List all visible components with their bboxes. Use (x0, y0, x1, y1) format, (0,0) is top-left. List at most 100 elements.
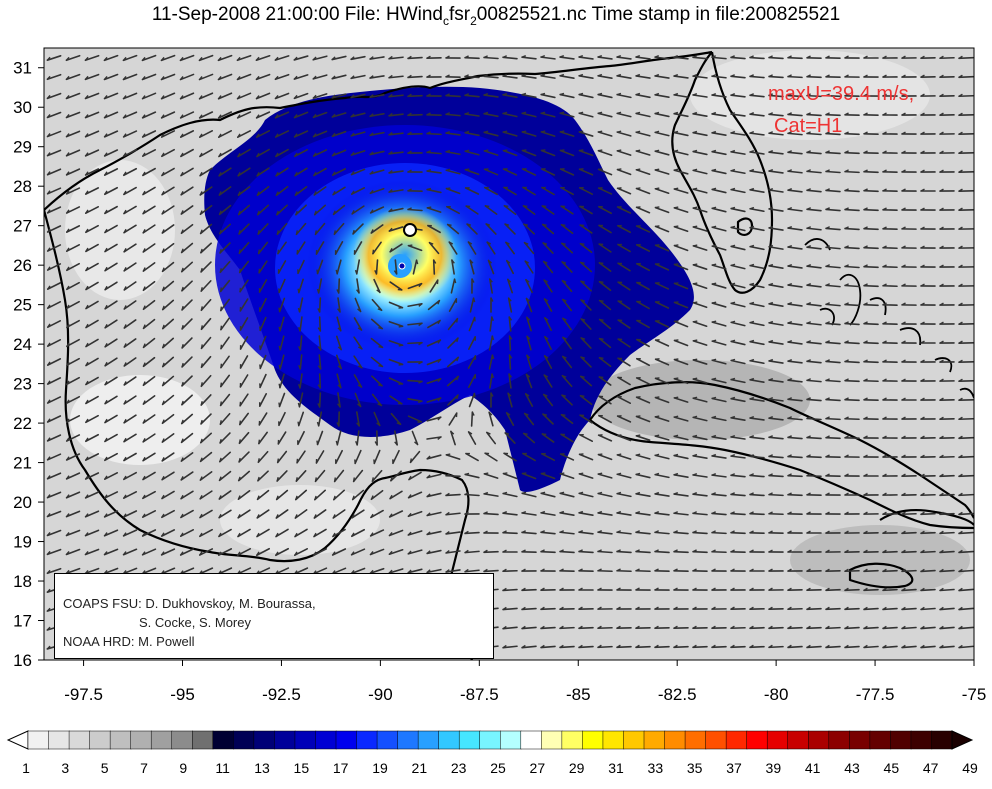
wind-arrow (617, 571, 631, 572)
wind-arrow (788, 58, 802, 59)
wind-arrow-head (674, 397, 678, 398)
wind-arrow-head (712, 207, 716, 208)
wind-arrow-head (693, 321, 697, 322)
wind-arrow (845, 210, 859, 211)
wind-arrow-head (636, 150, 640, 151)
x-axis: -97.5-95-92.5-90-87.5-85-82.5-80-77.5-75 (64, 660, 986, 704)
wind-arrow (465, 77, 479, 78)
wind-arrow-head (712, 340, 716, 341)
wind-arrow-head (636, 435, 640, 436)
wind-arrow (465, 494, 479, 495)
colorbar-label: 13 (254, 760, 270, 776)
wind-arrow (807, 399, 821, 400)
wind-arrow-head (617, 169, 621, 170)
wind-arrow-head (484, 150, 488, 151)
colorbar-segment (665, 731, 686, 749)
wind-arrow-head (693, 207, 697, 208)
wind-arrow-head (712, 226, 716, 227)
wind-arrow-head (465, 150, 469, 151)
wind-arrow-head (693, 378, 697, 379)
wind-arrow-head (279, 384, 280, 388)
y-tick-label: 27 (13, 217, 32, 236)
colorbar-segment (870, 731, 891, 749)
wind-arrow-head (581, 281, 585, 282)
wind-arrow-head (239, 439, 240, 443)
wind-arrow (674, 532, 688, 533)
colorbar-segment (69, 731, 90, 749)
y-tick-label: 28 (13, 177, 32, 196)
wind-arrow-head (712, 264, 716, 265)
y-tick-label: 31 (13, 59, 32, 78)
wind-arrow (864, 362, 878, 363)
colorbar-label: 45 (884, 760, 900, 776)
x-tick-label: -82.5 (658, 685, 697, 704)
wind-arrow (598, 571, 612, 572)
wind-arrow-head (334, 230, 335, 234)
wind-arrow-head (298, 289, 299, 293)
wind-arrow-head (316, 477, 317, 481)
x-tick-label: -75 (962, 685, 987, 704)
wind-arrow (864, 267, 878, 268)
wind-arrow-head (258, 458, 259, 462)
wind-arrow (376, 260, 377, 274)
wind-arrow-head (598, 454, 602, 455)
colorbar-segment (377, 731, 398, 749)
wind-arrow (788, 495, 802, 496)
wind-arrow (845, 153, 859, 154)
x-tick-label: -87.5 (460, 685, 499, 704)
wind-arrow-head (336, 441, 337, 445)
colorbar-segment (151, 731, 172, 749)
colorbar-segment (233, 731, 254, 749)
wind-arrow-head (522, 473, 526, 474)
wind-arrow-head (446, 188, 450, 189)
colorbar-segment (398, 731, 419, 749)
wind-arrow-head (712, 283, 716, 284)
wind-arrow (845, 286, 859, 287)
wind-arrow (788, 476, 802, 477)
wind-arrow (472, 412, 473, 426)
wind-arrow-head (693, 340, 697, 341)
wind-arrow-head (522, 112, 526, 113)
colorbar-label: 31 (608, 760, 624, 776)
wind-arrow-head (279, 308, 280, 312)
wind-arrow-head (503, 473, 507, 474)
colorbar-label: 49 (962, 760, 978, 776)
colorbar-label: 9 (179, 760, 187, 776)
wind-arrow-head (674, 188, 678, 189)
y-tick-label: 29 (13, 138, 32, 157)
colorbar-segment (767, 731, 788, 749)
category-label: Cat=H1 (768, 110, 914, 142)
colorbar-segment (28, 731, 49, 749)
wind-arrow (864, 191, 878, 192)
wind-arrow-head (655, 435, 659, 436)
wind-arrow-head (581, 262, 585, 263)
colorbar-label: 47 (923, 760, 939, 776)
wind-arrow-head (201, 382, 202, 386)
colorbar-label: 23 (451, 760, 467, 776)
wind-arrow (845, 381, 859, 382)
wind-arrow (769, 495, 783, 496)
wind-arrow-head (579, 131, 583, 132)
wind-arrow-head (317, 441, 318, 445)
wind-arrow-head (617, 473, 621, 474)
wind-arrow-head (541, 131, 545, 132)
wind-arrow-head (201, 344, 202, 348)
wind-arrow (845, 267, 859, 268)
wind-arrow (446, 96, 460, 97)
colorbar-segment (808, 731, 829, 749)
wind-arrow (864, 248, 878, 249)
colorbar-segment (131, 731, 152, 749)
wind-arrow-head (600, 301, 604, 302)
wind-arrow (731, 514, 745, 515)
wind-arrow-head (201, 401, 202, 405)
wind-arrow-head (581, 376, 585, 377)
title-rest: 00825521.nc Time stamp in file:200825521 (477, 4, 840, 25)
wind-arrow-head (636, 188, 640, 189)
wind-arrow (598, 552, 612, 553)
wind-arrow (807, 438, 821, 439)
title-prefix: 11-Sep-2008 21:00:00 File: HWind (152, 4, 443, 25)
wind-arrow-head (240, 269, 241, 273)
colorbar-label: 11 (215, 760, 230, 776)
wind-arrow-head (541, 473, 545, 474)
